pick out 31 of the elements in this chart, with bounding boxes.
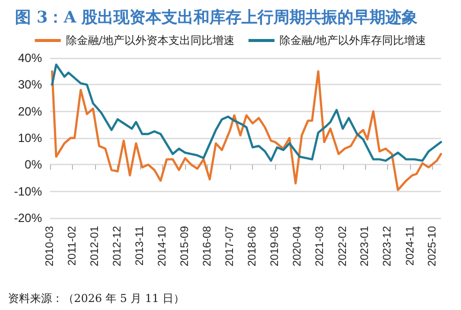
x-tick-label: 2023-01 [359, 226, 372, 266]
x-tick-label: 2015-09 [179, 226, 192, 266]
y-tick-label: 30% [18, 78, 42, 92]
x-tick-label: 2017-07 [224, 226, 236, 266]
y-tick-label: -20% [14, 211, 42, 225]
y-tick-label: 40% [18, 51, 42, 65]
y-tick-label: 0% [24, 158, 42, 172]
x-tick-label: 2012-01 [89, 226, 102, 266]
x-tick-label: 2012-12 [112, 226, 124, 266]
text: 资料来源：（2026 年 5 月 11 日） [8, 292, 184, 305]
legend-label: 除金融/地产以外资本支出同比增速 [66, 34, 235, 47]
x-tick-label: 2016-08 [202, 226, 214, 266]
x-tick-label: 2021-03 [314, 226, 326, 266]
y-tick-label: 20% [18, 104, 42, 118]
x-tick-label: 2022-02 [336, 226, 349, 266]
x-tick-label: 2024-11 [404, 226, 416, 266]
x-tick-label: 2019-05 [269, 226, 282, 266]
x-tick-label: 2010-03 [44, 226, 56, 266]
y-tick-label: -10% [14, 184, 42, 198]
line-series [50, 70, 442, 192]
x-tick-label: 2014-10 [156, 226, 169, 266]
chart-title: 图 3：A 股出现资本支出和库存上行周期共振的早期迹象 [15, 8, 418, 26]
legend-label: 除金融/地产以外库存同比增速 [280, 34, 426, 47]
x-tick-label: 2020-04 [292, 226, 304, 266]
x-tick-label: 2018-06 [246, 226, 259, 266]
y-tick-label: 10% [18, 131, 42, 145]
x-tick-label: 2011-02 [66, 226, 79, 266]
x-tick-label: 2023-12 [382, 226, 394, 266]
line-series [50, 64, 442, 162]
x-tick-label: 2025-10 [426, 226, 439, 266]
x-tick-label: 2013-11 [134, 226, 146, 266]
